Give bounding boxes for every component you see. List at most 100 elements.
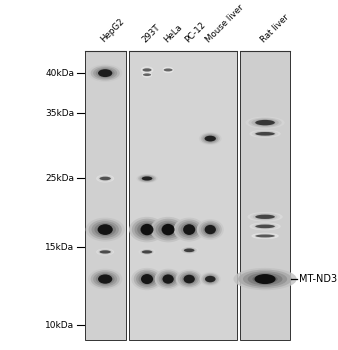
Ellipse shape [139,273,155,285]
Ellipse shape [182,274,197,284]
Ellipse shape [255,132,275,135]
Ellipse shape [256,214,275,219]
Ellipse shape [142,72,152,78]
Ellipse shape [92,221,119,238]
Ellipse shape [137,174,158,183]
Ellipse shape [176,219,202,240]
Ellipse shape [248,273,283,285]
Ellipse shape [91,270,120,288]
Ellipse shape [203,274,218,284]
Ellipse shape [254,119,276,126]
Ellipse shape [135,220,160,238]
Ellipse shape [258,234,273,238]
Ellipse shape [166,69,170,71]
Ellipse shape [199,132,221,145]
Ellipse shape [88,269,122,289]
Ellipse shape [260,235,270,237]
Ellipse shape [99,177,111,180]
Ellipse shape [96,248,114,256]
Ellipse shape [176,270,203,289]
Ellipse shape [254,131,276,136]
Text: 40kDa: 40kDa [46,69,74,78]
Ellipse shape [180,246,199,254]
Text: 25kDa: 25kDa [46,174,74,183]
Ellipse shape [255,215,275,219]
Ellipse shape [93,272,117,286]
Ellipse shape [251,233,279,239]
Ellipse shape [249,130,281,138]
Ellipse shape [201,273,219,285]
Ellipse shape [141,66,153,74]
Ellipse shape [183,225,195,235]
Ellipse shape [180,272,199,286]
Ellipse shape [183,247,196,253]
Text: Mouse liver: Mouse liver [204,3,245,44]
Ellipse shape [197,219,224,240]
Ellipse shape [255,225,275,228]
Ellipse shape [144,68,150,72]
Ellipse shape [99,176,112,181]
Ellipse shape [162,224,174,235]
Ellipse shape [141,224,153,235]
Ellipse shape [140,249,154,255]
Ellipse shape [255,234,275,237]
Ellipse shape [98,69,112,77]
Bar [85,51,126,340]
Ellipse shape [254,233,277,239]
Ellipse shape [206,276,215,282]
Ellipse shape [184,275,195,283]
Ellipse shape [164,69,173,71]
Ellipse shape [180,223,198,236]
Ellipse shape [141,176,153,181]
Ellipse shape [145,74,149,76]
Ellipse shape [254,224,276,229]
Ellipse shape [200,272,221,286]
Ellipse shape [140,175,154,182]
Ellipse shape [181,247,197,254]
Ellipse shape [132,219,162,240]
Ellipse shape [99,250,111,253]
Ellipse shape [153,219,183,240]
Ellipse shape [98,274,112,284]
Ellipse shape [248,118,282,128]
Ellipse shape [247,212,283,222]
Ellipse shape [202,134,218,143]
Ellipse shape [144,73,150,77]
Text: HeLa: HeLa [162,22,184,44]
Text: PC-12: PC-12 [183,20,207,44]
Ellipse shape [139,248,155,256]
Ellipse shape [93,67,117,79]
Ellipse shape [88,64,122,82]
Ellipse shape [243,271,287,287]
Ellipse shape [136,271,158,287]
Text: 293T: 293T [141,23,162,44]
Ellipse shape [141,274,153,284]
Text: 15kDa: 15kDa [45,243,74,252]
Ellipse shape [178,221,200,238]
Ellipse shape [185,249,193,252]
Ellipse shape [154,269,182,289]
Ellipse shape [161,224,175,235]
Ellipse shape [201,133,220,144]
Ellipse shape [249,222,281,230]
Ellipse shape [158,223,178,237]
Ellipse shape [145,69,149,71]
Ellipse shape [143,177,151,180]
Ellipse shape [144,251,150,253]
Ellipse shape [150,217,186,242]
Ellipse shape [97,249,113,255]
Ellipse shape [100,176,110,181]
Ellipse shape [178,271,201,287]
Ellipse shape [143,68,151,71]
Ellipse shape [129,217,165,242]
Ellipse shape [142,250,152,254]
Ellipse shape [143,72,151,77]
Ellipse shape [156,270,179,288]
Text: 35kDa: 35kDa [45,108,74,118]
Ellipse shape [204,135,216,142]
Ellipse shape [251,118,279,127]
Ellipse shape [86,218,125,241]
Ellipse shape [257,120,273,125]
Ellipse shape [206,136,215,141]
Ellipse shape [252,275,278,284]
